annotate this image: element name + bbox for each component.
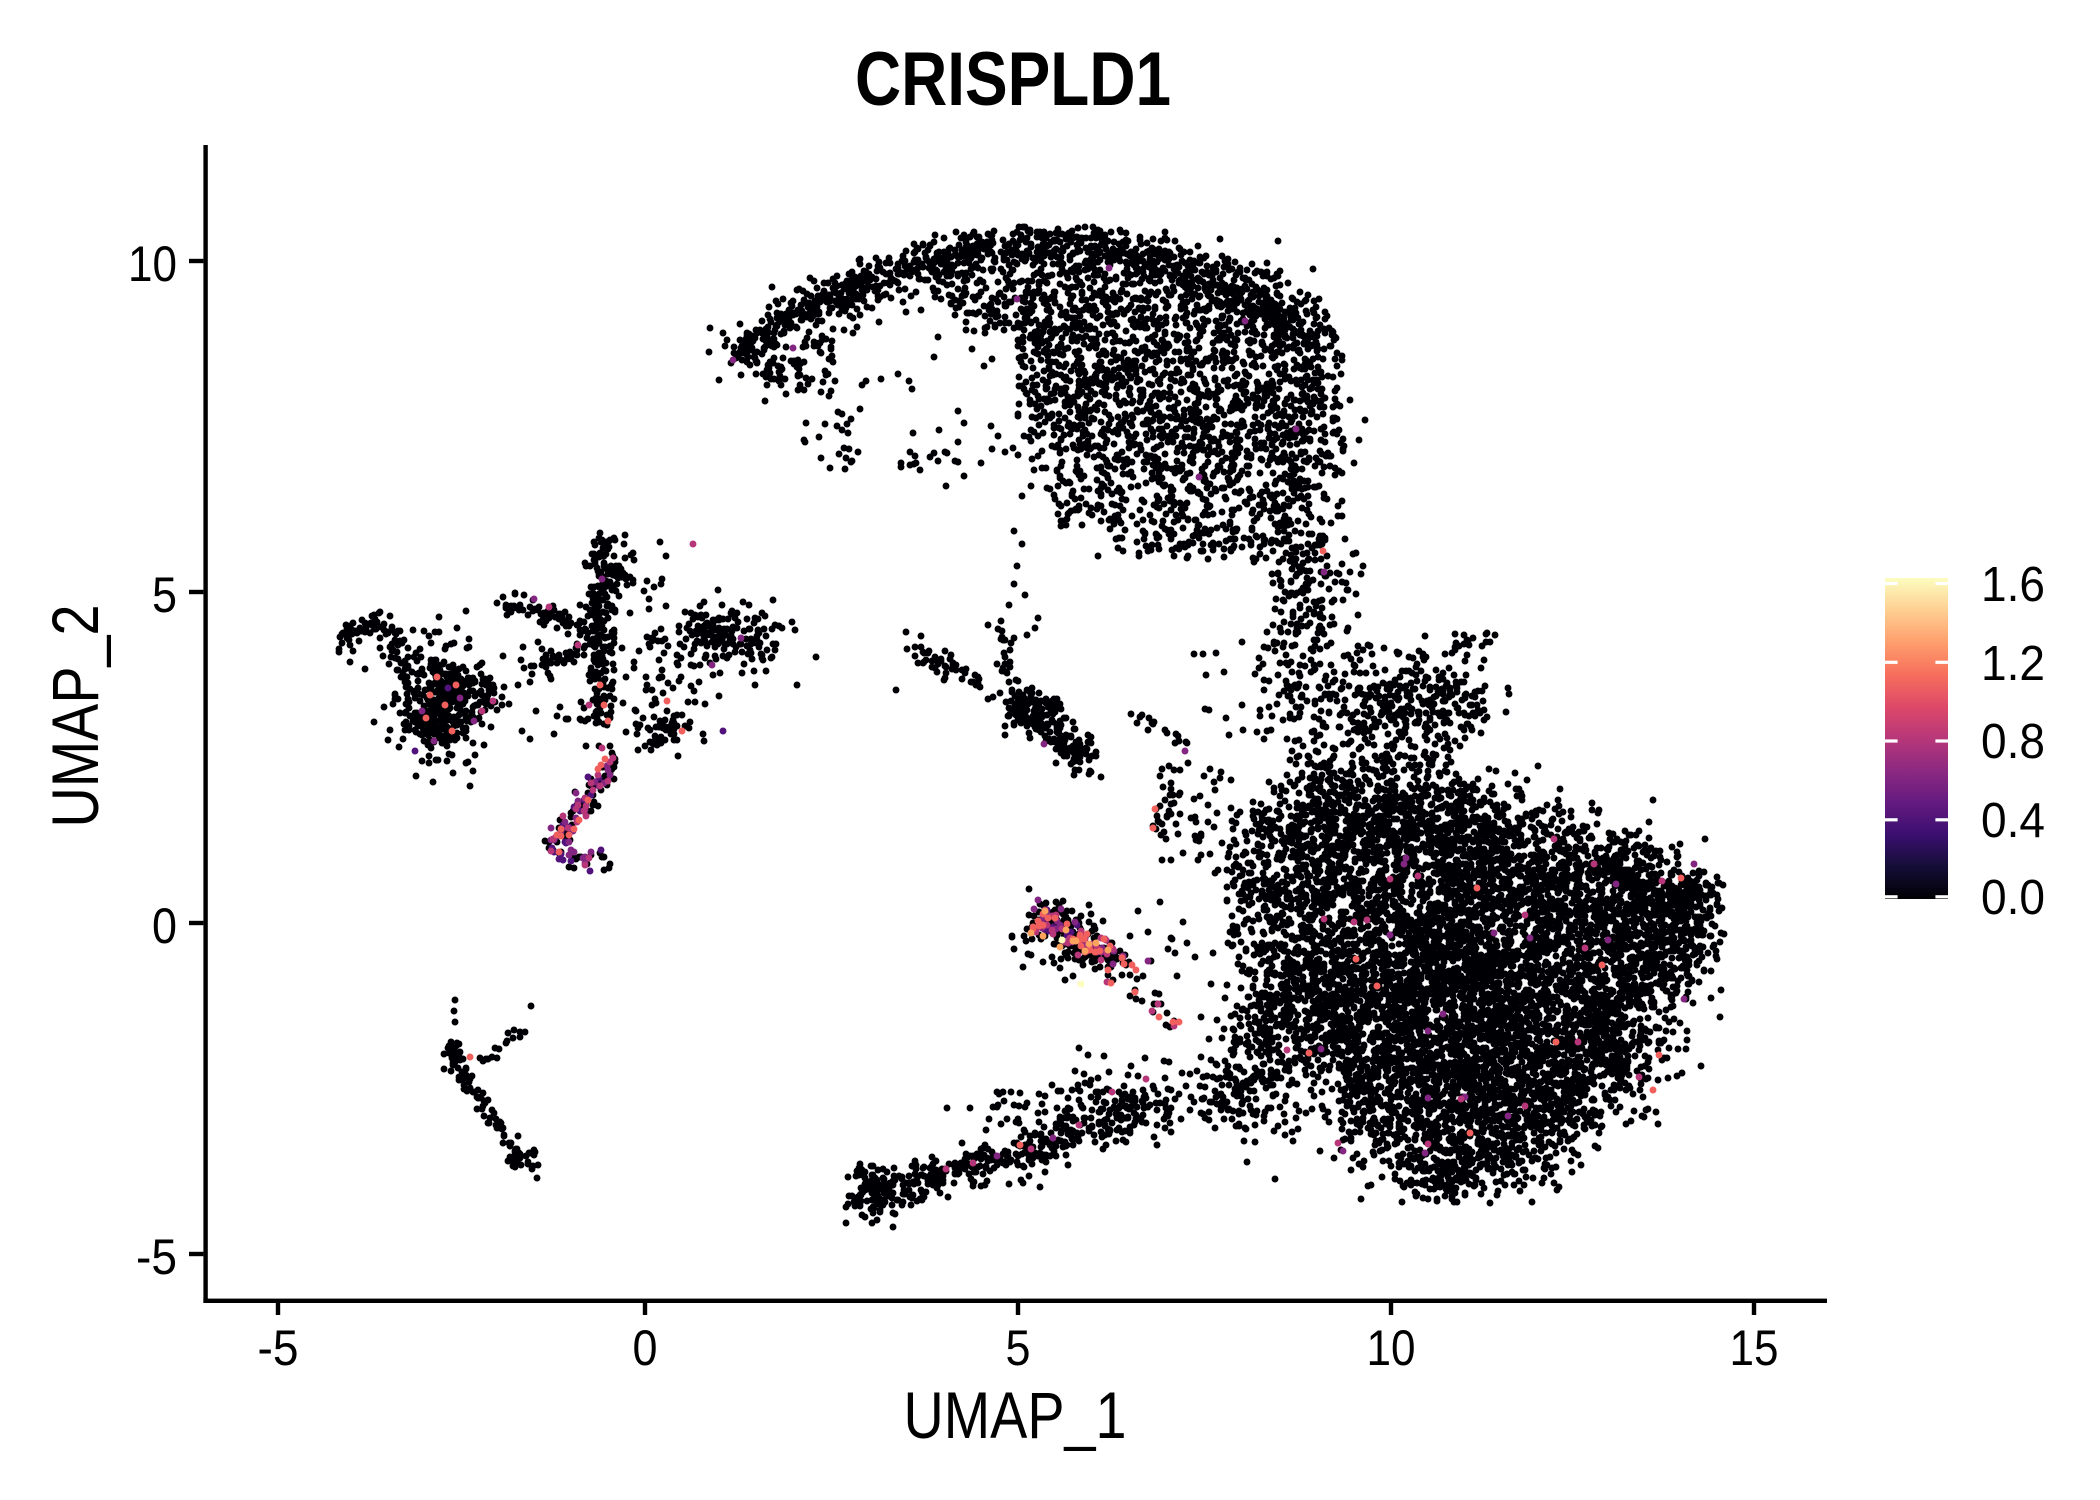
svg-text:1.6: 1.6	[1981, 558, 2045, 612]
svg-text:0.8: 0.8	[1981, 715, 2045, 769]
svg-text:0.4: 0.4	[1981, 794, 2045, 848]
svg-text:-5: -5	[258, 1320, 299, 1376]
svg-text:5: 5	[1006, 1320, 1031, 1376]
svg-text:UMAP_1: UMAP_1	[904, 1378, 1127, 1452]
svg-text:CRISPLD1: CRISPLD1	[855, 37, 1171, 122]
svg-text:10: 10	[1367, 1320, 1416, 1376]
svg-text:10: 10	[128, 236, 177, 292]
svg-text:UMAP_2: UMAP_2	[38, 605, 112, 828]
svg-text:0: 0	[152, 898, 177, 954]
svg-text:15: 15	[1730, 1320, 1779, 1376]
svg-text:5: 5	[152, 567, 177, 623]
svg-text:-5: -5	[136, 1229, 177, 1285]
svg-text:0: 0	[633, 1320, 658, 1376]
svg-text:1.2: 1.2	[1981, 637, 2045, 691]
svg-text:0.0: 0.0	[1981, 871, 2045, 925]
